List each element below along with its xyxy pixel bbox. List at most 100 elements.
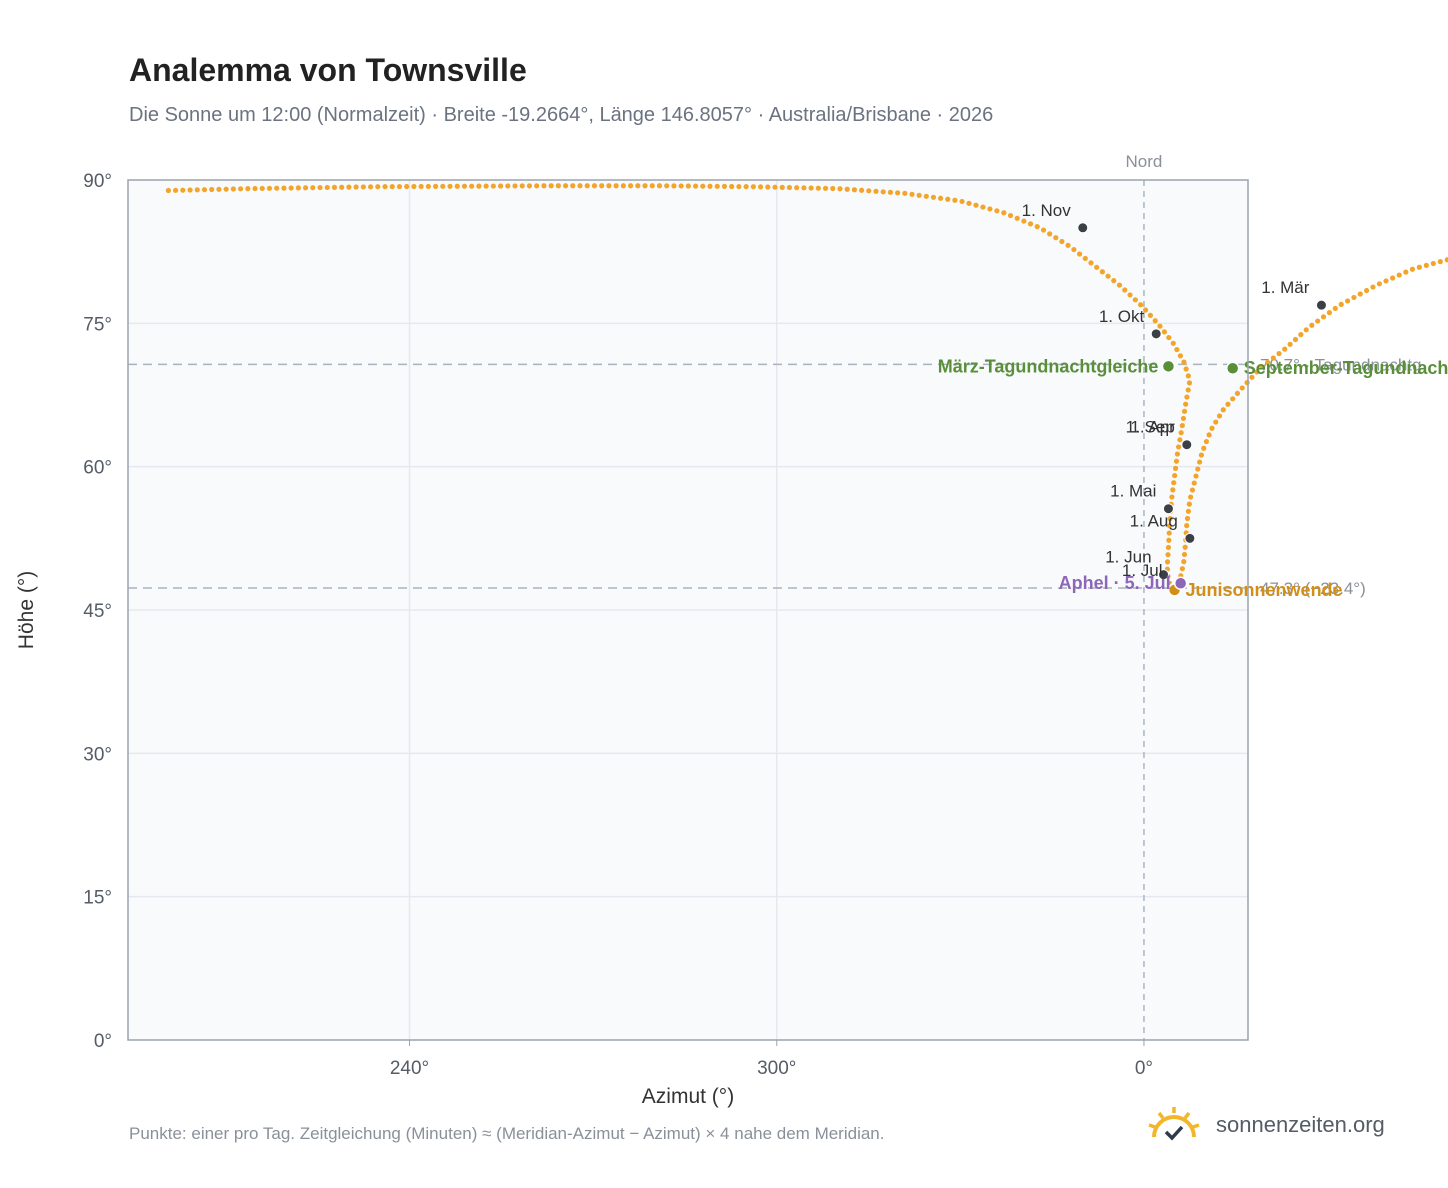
north-line: Nord xyxy=(1126,152,1162,1040)
daily-sun-point xyxy=(1315,318,1321,324)
daily-sun-point xyxy=(1182,544,1188,550)
daily-sun-point xyxy=(859,187,865,193)
x-tick-label: 300° xyxy=(757,1058,796,1079)
daily-sun-point xyxy=(1383,278,1389,284)
daily-sun-point xyxy=(1320,314,1327,320)
daily-sun-point xyxy=(923,193,929,199)
daily-sun-point xyxy=(1357,291,1363,297)
daily-sun-point xyxy=(1423,262,1429,268)
daily-sun-point xyxy=(1166,523,1173,529)
daily-sun-point xyxy=(331,184,338,190)
daily-sun-point xyxy=(562,183,569,189)
daily-sun-point xyxy=(1220,407,1226,413)
daily-sun-point xyxy=(1184,523,1190,529)
daily-sun-point xyxy=(837,186,843,192)
daily-sun-point xyxy=(729,183,735,190)
event-label: Junisonnenwende xyxy=(1186,580,1343,600)
month-marker-label: 1. Okt xyxy=(1099,307,1145,326)
daily-sun-point xyxy=(1172,472,1178,479)
daily-sun-point xyxy=(736,183,742,190)
daily-sun-point xyxy=(1184,394,1190,400)
daily-sun-point xyxy=(1014,215,1020,221)
daily-sun-point xyxy=(1105,273,1111,279)
daily-sun-point xyxy=(692,183,699,189)
daily-sun-point xyxy=(411,183,417,190)
daily-sun-point xyxy=(591,183,598,189)
daily-sun-point xyxy=(1111,278,1117,284)
daily-sun-point xyxy=(685,183,691,189)
grid-lines xyxy=(128,180,1248,1040)
daily-sun-point xyxy=(902,190,908,196)
brand-logo[interactable]: sonnenzeiten.org xyxy=(1146,1100,1385,1150)
daily-sun-point xyxy=(987,206,993,212)
daily-sun-point xyxy=(1174,346,1180,353)
daily-sun-point xyxy=(1183,401,1189,407)
daily-sun-point xyxy=(887,189,894,195)
daily-sun-point xyxy=(973,202,979,208)
footnote: Punkte: einer pro Tag. Zeitgleichung (Mi… xyxy=(129,1124,885,1143)
daily-sun-point xyxy=(317,184,323,191)
daily-sun-point xyxy=(844,186,850,192)
daily-sun-point xyxy=(584,183,590,189)
daily-sun-point xyxy=(288,185,294,191)
daily-sun-point xyxy=(1021,218,1027,224)
y-tick-label: 45° xyxy=(83,601,112,622)
daily-sun-point xyxy=(404,183,410,190)
daily-sun-point xyxy=(952,197,958,203)
month-marker xyxy=(1077,222,1089,234)
daily-sun-point xyxy=(1161,329,1168,335)
daily-sun-point xyxy=(367,184,374,190)
daily-sun-point xyxy=(830,185,836,192)
daily-sun-point xyxy=(425,183,431,190)
daily-sun-point xyxy=(382,184,388,190)
reference-line-label: 70.7° · Tagundnachtg xyxy=(1260,355,1422,374)
month-marker-label: 1. Aug xyxy=(1130,511,1178,530)
daily-sun-point xyxy=(1309,322,1315,328)
daily-sun-point xyxy=(801,185,807,191)
month-marker-label: 1. Sep xyxy=(1126,418,1175,437)
daily-sun-point xyxy=(866,188,872,194)
daily-sun-point xyxy=(1177,353,1184,359)
daily-sun-point xyxy=(230,186,236,192)
daily-sun-point xyxy=(1099,269,1105,275)
daily-sun-point xyxy=(822,185,829,191)
daily-sun-point xyxy=(1094,264,1100,270)
x-axis-label: Azimut (°) xyxy=(642,1085,734,1108)
chart-title: Analemma von Townsville xyxy=(129,52,527,88)
month-marker-label: 1. Jul xyxy=(1122,561,1163,580)
y-tick-label: 60° xyxy=(83,458,112,479)
chart-subtitle: Die Sonne um 12:00 (Normalzeit) · Breite… xyxy=(129,104,994,126)
daily-sun-point xyxy=(1444,257,1448,263)
daily-sun-point xyxy=(1185,387,1191,393)
daily-sun-point xyxy=(1152,318,1158,324)
sun-icon xyxy=(1148,1107,1200,1141)
daily-sun-point xyxy=(1166,334,1172,341)
daily-sun-point xyxy=(1116,282,1123,288)
daily-sun-point xyxy=(1239,385,1245,391)
daily-sun-point xyxy=(1167,516,1173,522)
daily-sun-point xyxy=(281,185,287,191)
daily-sun-point xyxy=(1132,297,1138,303)
daily-sun-point xyxy=(1197,459,1203,465)
daily-sun-point xyxy=(570,183,576,189)
daily-sun-point xyxy=(1174,451,1180,457)
month-marker xyxy=(1162,503,1174,515)
daily-sun-point xyxy=(613,183,619,189)
daily-sun-point xyxy=(1065,242,1071,248)
daily-sun-point xyxy=(1265,359,1271,366)
daily-sun-point xyxy=(1345,298,1351,304)
y-tick-label: 0° xyxy=(94,1031,112,1052)
event-label: September-Tagundnachtgleiche xyxy=(1244,358,1448,378)
daily-sun-point xyxy=(1147,312,1154,318)
daily-sun-point xyxy=(1206,432,1212,438)
reference-lines: 70.7° · Tagundnachtg 47.3° (−23.4°) xyxy=(128,355,1422,598)
daily-sun-point xyxy=(1165,552,1171,558)
daily-sun-point xyxy=(497,183,504,189)
daily-sun-point xyxy=(1142,307,1149,313)
daily-sun-point xyxy=(1185,508,1192,514)
daily-sun-point xyxy=(1178,430,1184,436)
plot-frame xyxy=(127,179,1249,1041)
daily-sun-point xyxy=(1188,494,1194,500)
daily-sun-point xyxy=(1409,266,1416,272)
